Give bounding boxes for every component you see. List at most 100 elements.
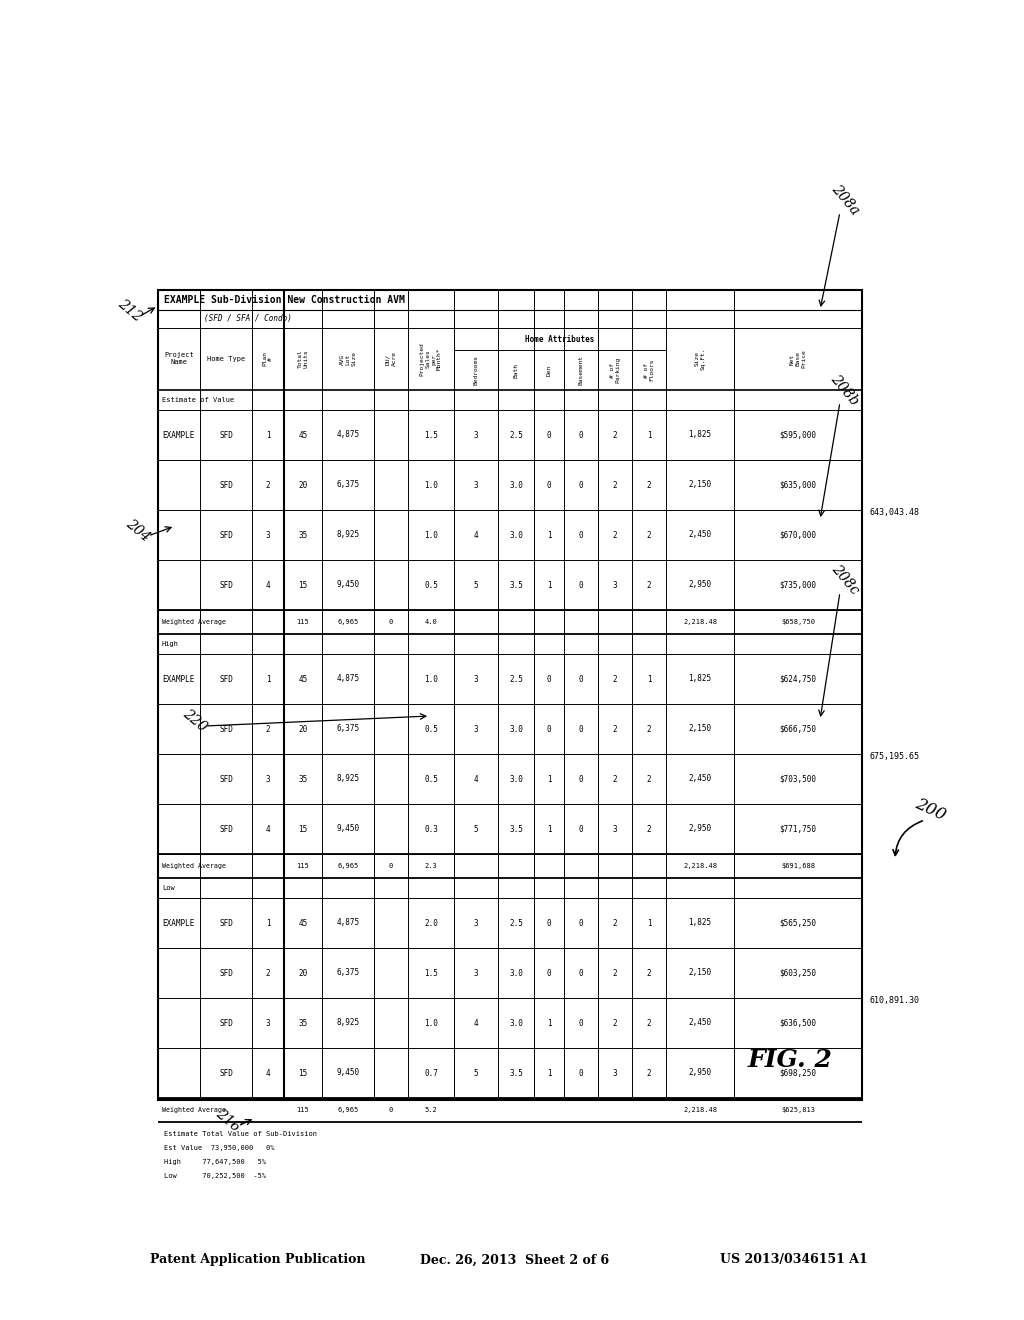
- Text: 115: 115: [297, 863, 309, 869]
- Text: 0: 0: [579, 969, 584, 978]
- Text: 0: 0: [579, 725, 584, 734]
- Text: 1: 1: [265, 675, 270, 684]
- Text: 1: 1: [547, 581, 551, 590]
- Text: $698,250: $698,250: [779, 1068, 816, 1077]
- Text: 208a: 208a: [828, 182, 861, 218]
- Text: 2: 2: [612, 675, 617, 684]
- Text: EXAMPLE Sub-Division New Construction AVM: EXAMPLE Sub-Division New Construction AV…: [164, 294, 404, 305]
- Text: Total
Units: Total Units: [298, 350, 308, 368]
- Text: 2,950: 2,950: [688, 1068, 712, 1077]
- Text: Estimate Total Value of Sub-Division: Estimate Total Value of Sub-Division: [164, 1131, 317, 1137]
- Text: 45: 45: [298, 675, 307, 684]
- Text: 8,925: 8,925: [337, 1019, 359, 1027]
- Text: 0: 0: [547, 725, 551, 734]
- Text: 3: 3: [474, 919, 478, 928]
- Text: Low      70,252,500  -5%: Low 70,252,500 -5%: [164, 1173, 266, 1179]
- Text: 2: 2: [647, 581, 651, 590]
- Text: 20: 20: [298, 969, 307, 978]
- Text: SFD: SFD: [219, 1019, 232, 1027]
- Text: 0: 0: [579, 825, 584, 833]
- Text: $603,250: $603,250: [779, 969, 816, 978]
- Text: EXAMPLE: EXAMPLE: [162, 430, 195, 440]
- Text: 208c: 208c: [828, 562, 861, 598]
- Text: Estimate of Value: Estimate of Value: [162, 397, 234, 403]
- Text: 3.5: 3.5: [509, 1068, 523, 1077]
- Text: 2: 2: [647, 825, 651, 833]
- Text: 0: 0: [579, 775, 584, 784]
- Text: 0: 0: [389, 1107, 393, 1113]
- Text: 2: 2: [265, 725, 270, 734]
- Text: 0: 0: [579, 581, 584, 590]
- Text: Weighted Average: Weighted Average: [162, 1107, 226, 1113]
- Text: 1,825: 1,825: [688, 919, 712, 928]
- Text: 2: 2: [612, 430, 617, 440]
- Text: 1: 1: [547, 531, 551, 540]
- Text: 0.5: 0.5: [424, 725, 438, 734]
- Text: 15: 15: [298, 825, 307, 833]
- Text: 2,450: 2,450: [688, 531, 712, 540]
- Text: 3.5: 3.5: [509, 825, 523, 833]
- Text: 1,825: 1,825: [688, 675, 712, 684]
- Text: $703,500: $703,500: [779, 775, 816, 784]
- Text: 15: 15: [298, 1068, 307, 1077]
- Text: 3: 3: [474, 969, 478, 978]
- Text: Est Value  73,950,000   0%: Est Value 73,950,000 0%: [164, 1144, 274, 1151]
- Text: Weighted Average: Weighted Average: [162, 619, 226, 624]
- Text: 1: 1: [547, 775, 551, 784]
- Text: 3: 3: [474, 430, 478, 440]
- Text: 0: 0: [547, 430, 551, 440]
- Text: 3.0: 3.0: [509, 1019, 523, 1027]
- Text: 2,150: 2,150: [688, 969, 712, 978]
- Text: 2: 2: [612, 480, 617, 490]
- Text: Bedrooms: Bedrooms: [473, 355, 478, 385]
- Text: 35: 35: [298, 775, 307, 784]
- Text: 216: 216: [213, 1106, 243, 1134]
- Text: 212: 212: [116, 296, 144, 323]
- Text: 220: 220: [180, 706, 210, 734]
- Text: SFD: SFD: [219, 919, 232, 928]
- Text: 6,965: 6,965: [337, 1107, 358, 1113]
- Text: AVG
Lot
Size: AVG Lot Size: [340, 351, 356, 367]
- Text: 3: 3: [612, 581, 617, 590]
- Text: 0.7: 0.7: [424, 1068, 438, 1077]
- Text: EXAMPLE: EXAMPLE: [162, 675, 195, 684]
- Text: 1.0: 1.0: [424, 1019, 438, 1027]
- Text: 2.5: 2.5: [509, 919, 523, 928]
- Text: SFD: SFD: [219, 1068, 232, 1077]
- Text: 3.0: 3.0: [509, 775, 523, 784]
- Text: 2.0: 2.0: [424, 919, 438, 928]
- Text: High     77,647,500   5%: High 77,647,500 5%: [164, 1159, 266, 1166]
- Text: 2: 2: [647, 969, 651, 978]
- Text: 0: 0: [579, 919, 584, 928]
- Text: 2: 2: [612, 725, 617, 734]
- Text: 9,450: 9,450: [337, 825, 359, 833]
- Text: 15: 15: [298, 581, 307, 590]
- Text: 3: 3: [474, 725, 478, 734]
- Text: 0: 0: [579, 531, 584, 540]
- Text: 2: 2: [265, 480, 270, 490]
- Text: 643,043.48: 643,043.48: [870, 507, 920, 516]
- Text: # of
Parking: # of Parking: [609, 356, 621, 383]
- Text: 3: 3: [265, 775, 270, 784]
- Text: 0: 0: [579, 1068, 584, 1077]
- Text: 2: 2: [647, 480, 651, 490]
- Text: $636,500: $636,500: [779, 1019, 816, 1027]
- Text: 1: 1: [547, 825, 551, 833]
- Text: 4,875: 4,875: [337, 919, 359, 928]
- Text: 1.0: 1.0: [424, 531, 438, 540]
- Text: 9,450: 9,450: [337, 1068, 359, 1077]
- Text: $625,813: $625,813: [781, 1107, 815, 1113]
- Text: 3: 3: [265, 1019, 270, 1027]
- Text: 675,195.65: 675,195.65: [870, 751, 920, 760]
- Text: 1.0: 1.0: [424, 675, 438, 684]
- Text: DU/
Acre: DU/ Acre: [386, 351, 396, 367]
- Text: 0: 0: [579, 430, 584, 440]
- Text: 3.0: 3.0: [509, 969, 523, 978]
- Text: 2: 2: [647, 775, 651, 784]
- Text: 208b: 208b: [828, 372, 862, 408]
- Text: 1: 1: [547, 1068, 551, 1077]
- Text: US 2013/0346151 A1: US 2013/0346151 A1: [720, 1254, 867, 1266]
- Text: 1.5: 1.5: [424, 430, 438, 440]
- Text: 4: 4: [265, 581, 270, 590]
- Text: 3.5: 3.5: [509, 581, 523, 590]
